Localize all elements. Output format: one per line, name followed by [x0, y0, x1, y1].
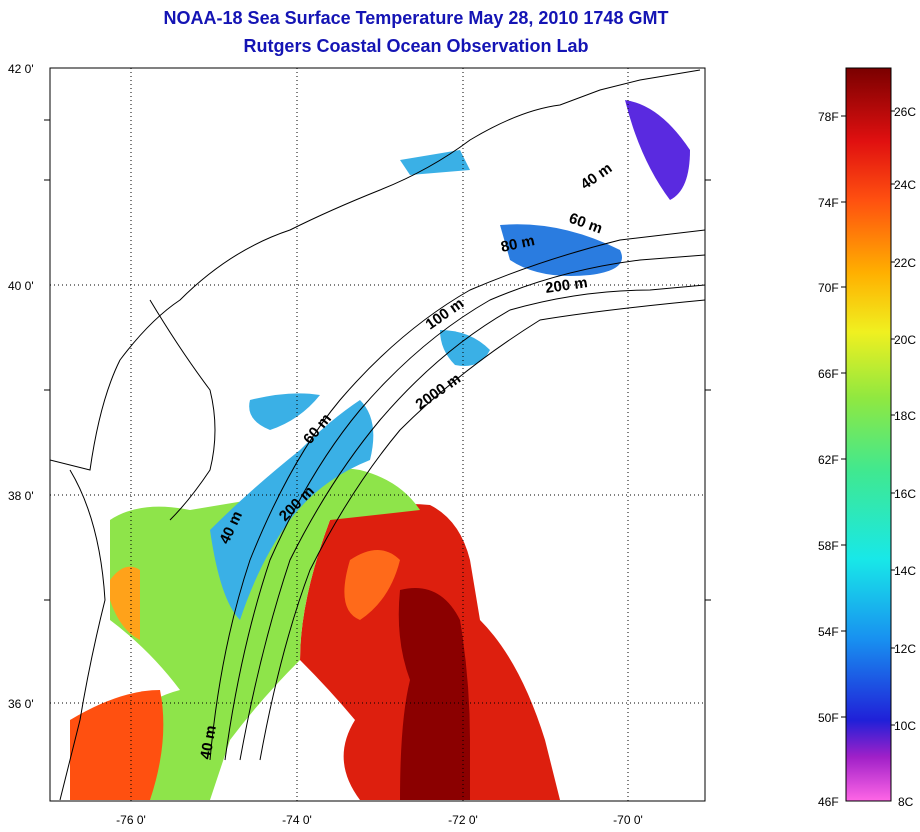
colorbar-f-label: 78F [818, 110, 839, 124]
coastline [59, 469, 106, 801]
contour-label: 200 m [544, 274, 588, 297]
lat-tick-label: 36 0' [8, 697, 34, 711]
sst-cool-patch [249, 393, 320, 430]
sst-gom-patch [500, 224, 622, 276]
frame-ticks [44, 119, 711, 601]
colorbar-f-label: 58F [818, 539, 839, 553]
sst-cold-patch [625, 100, 690, 200]
colorbar-c-label: 20C [894, 333, 916, 347]
lat-tick-label: 38 0' [8, 489, 34, 503]
colorbar-c-label: 24C [894, 178, 916, 192]
lon-tick-label: -76 0' [116, 813, 146, 827]
sst-cool-band [210, 400, 374, 620]
map-title: NOAA-18 Sea Surface Temperature May 28, … [163, 8, 669, 28]
colorbar-c-label: 16C [894, 487, 916, 501]
sst-cool-patch [400, 150, 470, 175]
colorbar-f-label: 46F [818, 795, 839, 809]
sst-cool-patch [440, 330, 490, 366]
sst-warm-eddy [344, 550, 400, 620]
lon-tick-label: -70 0' [613, 813, 643, 827]
lat-tick-label: 40 0' [8, 279, 34, 293]
colorbar-f-label: 54F [818, 625, 839, 639]
sst-sound-warm [70, 690, 164, 800]
map-subtitle: Rutgers Coastal Ocean Observation Lab [243, 36, 589, 56]
sst-warm-core [398, 588, 470, 800]
contour-label: 80 m [499, 232, 536, 256]
colorbar-c-label: 10C [894, 719, 916, 733]
colorbar-f-label: 66F [818, 367, 839, 381]
lon-tick-label: -72 0' [448, 813, 478, 827]
sst-shelf-region [105, 468, 420, 800]
colorbar-ticks [841, 110, 895, 726]
sst-bay-warm [110, 566, 140, 640]
lat-tick-label: 42 0' [8, 62, 34, 76]
colorbar-c-label: 12C [894, 642, 916, 656]
coastline [149, 299, 216, 521]
colorbar-f-label: 62F [818, 453, 839, 467]
colorbar-c-label: 8C [898, 795, 914, 809]
colorbar-f-label: 74F [818, 196, 839, 210]
colorbar-f-label: 70F [818, 281, 839, 295]
isobath [209, 229, 705, 761]
colorbar-c-label: 22C [894, 256, 916, 270]
lon-tick-label: -74 0' [282, 813, 312, 827]
colorbar-c-label: 26C [894, 105, 916, 119]
colorbar-c-label: 18C [894, 409, 916, 423]
isobath [259, 299, 705, 761]
colorbar-c-label: 14C [894, 564, 916, 578]
colorbar-f-label: 50F [818, 711, 839, 725]
isobath [239, 284, 705, 761]
coastline [50, 69, 701, 471]
colorbar [845, 67, 892, 802]
contour-label: 40 m [197, 724, 220, 761]
isobath [224, 254, 705, 761]
